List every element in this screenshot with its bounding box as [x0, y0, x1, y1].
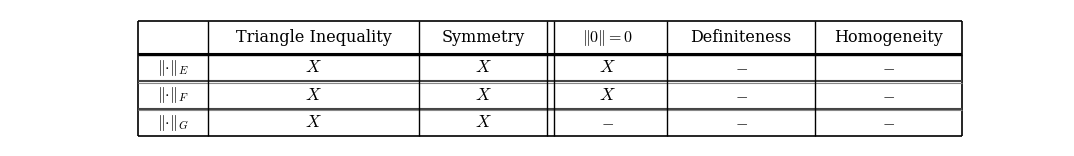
- Text: $-$: $-$: [735, 114, 748, 131]
- Text: $\|0\| = 0$: $\|0\| = 0$: [582, 28, 633, 48]
- Text: Triangle Inequality: Triangle Inequality: [235, 29, 391, 46]
- Text: $\|{\cdot}\|_F$: $\|{\cdot}\|_F$: [157, 85, 189, 105]
- Text: Symmetry: Symmetry: [441, 29, 525, 46]
- Text: Definiteness: Definiteness: [691, 29, 792, 46]
- Text: $\mathit{X}$: $\mathit{X}$: [475, 114, 492, 131]
- Text: $-$: $-$: [882, 114, 896, 131]
- Text: $\mathit{X}$: $\mathit{X}$: [305, 87, 322, 104]
- Text: $-$: $-$: [600, 114, 614, 131]
- Text: $\mathit{X}$: $\mathit{X}$: [599, 87, 615, 104]
- Text: $\mathit{X}$: $\mathit{X}$: [599, 59, 615, 76]
- Text: $\|{\cdot}\|_G$: $\|{\cdot}\|_G$: [157, 113, 189, 133]
- Text: $\|{\cdot}\|_E$: $\|{\cdot}\|_E$: [157, 58, 189, 78]
- Text: $-$: $-$: [882, 87, 896, 104]
- Text: $\mathit{X}$: $\mathit{X}$: [305, 114, 322, 131]
- Text: $\mathit{X}$: $\mathit{X}$: [475, 87, 492, 104]
- Text: $\mathit{X}$: $\mathit{X}$: [475, 59, 492, 76]
- Text: $-$: $-$: [735, 87, 748, 104]
- Text: $-$: $-$: [882, 59, 896, 76]
- Text: $\mathit{X}$: $\mathit{X}$: [305, 59, 322, 76]
- Text: $-$: $-$: [735, 59, 748, 76]
- Text: Homogeneity: Homogeneity: [834, 29, 943, 46]
